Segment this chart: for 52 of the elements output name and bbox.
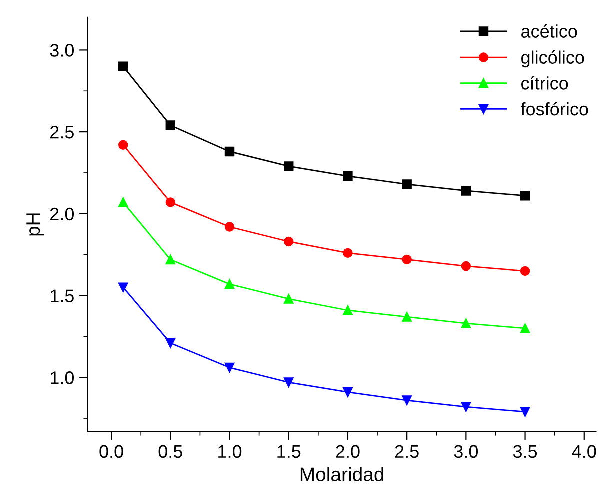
x-tick-label: 4.0 [572, 445, 596, 458]
point [402, 396, 412, 406]
point [224, 279, 235, 290]
point [284, 162, 294, 172]
y-tick-label: 1.0 [50, 372, 74, 384]
x-tick-label: 1.5 [278, 445, 301, 458]
point [118, 140, 128, 150]
x-tick-label: 2.0 [336, 445, 360, 458]
point [461, 186, 472, 196]
point [520, 266, 530, 276]
point [461, 402, 472, 412]
point [520, 407, 530, 417]
point [343, 387, 353, 398]
y-tick-label: 1.5 [50, 290, 74, 302]
x-tick-label: 0.5 [158, 445, 182, 458]
y-tick-label: 3.0 [50, 44, 74, 57]
point [520, 324, 530, 334]
y-tick-label: 2.0 [50, 208, 74, 221]
point [224, 222, 235, 232]
legend-label: fosfórico [521, 102, 588, 116]
x-tick-label: 3.5 [513, 445, 538, 458]
point [118, 282, 128, 292]
legend-label: glicólico [522, 50, 584, 68]
point [402, 254, 412, 265]
y-axis-title: pH [26, 214, 44, 236]
point [343, 171, 353, 182]
point [166, 254, 176, 265]
x-axis-title: Molaridad [300, 467, 384, 482]
point [166, 120, 176, 130]
point [166, 198, 176, 208]
legend-label: cítrico [522, 76, 568, 90]
point [166, 338, 176, 348]
point [118, 62, 128, 72]
point [343, 248, 353, 258]
y-tick-label: 2.5 [50, 126, 74, 139]
point [284, 378, 294, 388]
x-tick-label: 3.0 [454, 445, 478, 458]
point [402, 312, 412, 322]
point [118, 198, 128, 208]
x-tick-label: 2.5 [395, 445, 419, 458]
x-tick-label: 0.0 [100, 445, 124, 458]
point [284, 236, 294, 247]
point [461, 261, 472, 272]
x-tick-label: 1.0 [218, 445, 242, 458]
point [461, 318, 472, 328]
point [224, 146, 235, 157]
legend-label: acético [522, 24, 578, 38]
point [520, 191, 530, 201]
point [402, 180, 412, 190]
point [343, 306, 353, 316]
point [224, 362, 235, 373]
point [284, 294, 294, 304]
